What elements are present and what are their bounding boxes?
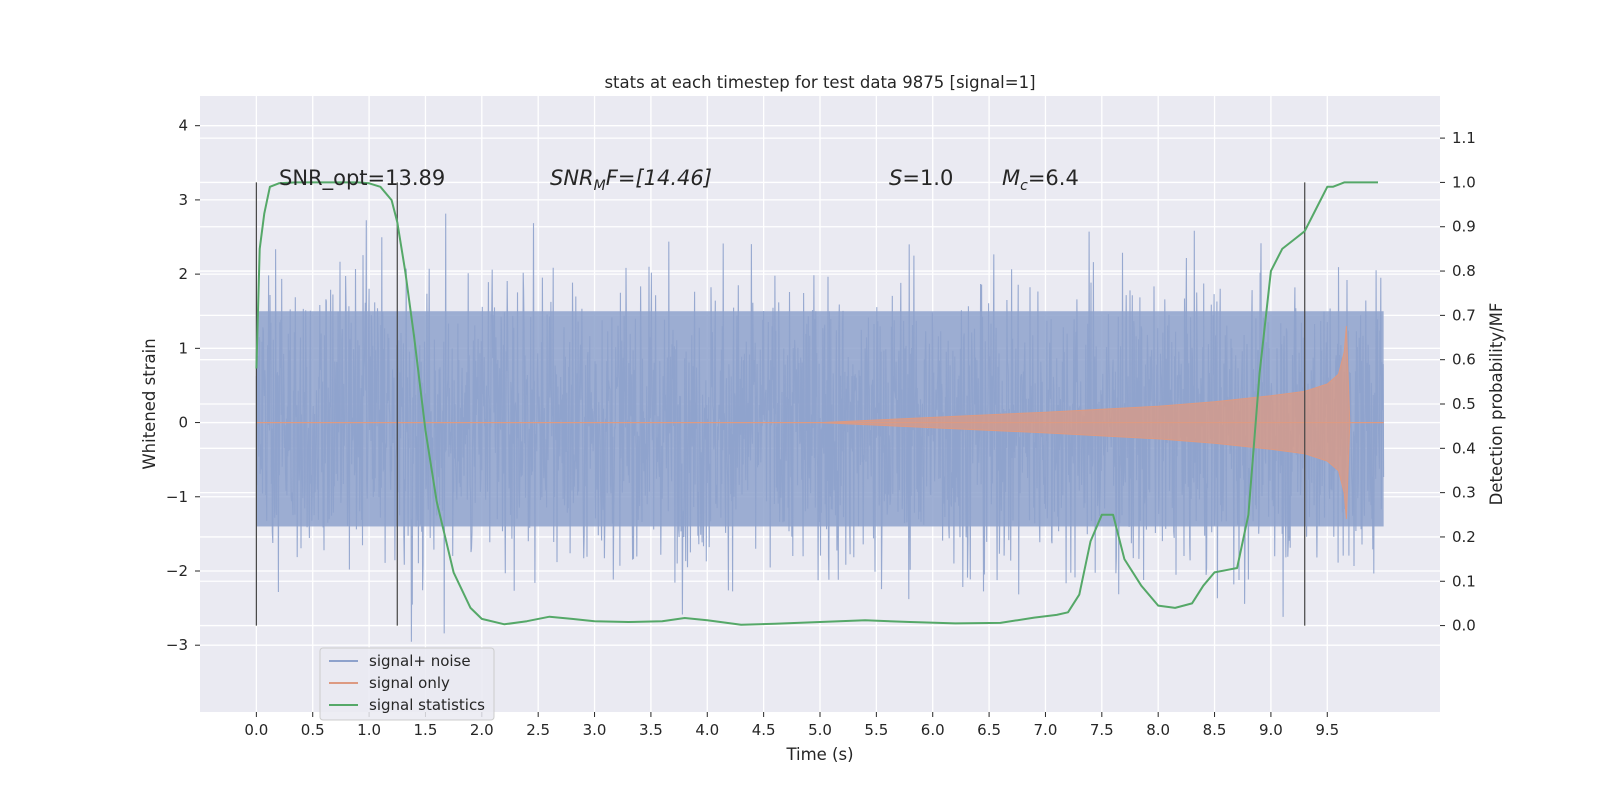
y-tick-label: 0 — [178, 414, 188, 432]
y-tick-label: 1 — [178, 339, 188, 357]
vertical-markers — [255, 182, 1306, 626]
y2-tick-label: 1.1 — [1452, 129, 1476, 147]
x-tick-label: 6.5 — [977, 721, 1001, 739]
annotation-mc: Mc=6.4 — [1002, 166, 1079, 194]
y2-axis-label: Detection probability/MF — [1487, 303, 1506, 506]
x-tick-label: 2.0 — [470, 721, 494, 739]
y2-tick-label: 0.7 — [1452, 306, 1476, 324]
annotation-snr-mf-rest: F=[14.46] — [606, 166, 712, 190]
annotation-s-main: S — [889, 166, 902, 190]
series-signal-statistics — [255, 181, 1378, 626]
y2-tick-label: 0.8 — [1452, 262, 1476, 280]
y2-tick-label: 0.3 — [1452, 484, 1476, 502]
y2-tick-label: 1.0 — [1452, 173, 1476, 191]
y-tick-label: −3 — [166, 636, 188, 654]
x-tick-label: 3.5 — [639, 721, 663, 739]
y-axis-ticks: −3 −2 −1 0 1 2 3 4 — [166, 117, 200, 654]
legend-label-signal-plus-noise: signal+ noise — [369, 652, 471, 670]
x-axis-label: Time (s) — [785, 745, 853, 764]
signal-statistics-line — [255, 181, 1378, 626]
x-tick-label: 0.0 — [244, 721, 268, 739]
x-tick-label: 8.5 — [1203, 721, 1227, 739]
x-tick-label: 7.5 — [1090, 721, 1114, 739]
x-tick-label: 9.5 — [1315, 721, 1339, 739]
y-tick-label: 2 — [178, 265, 188, 283]
legend-box — [319, 647, 495, 721]
x-tick-label: 1.5 — [414, 721, 438, 739]
annotation-s: S=1.0 — [889, 166, 953, 190]
y2-tick-label: 0.5 — [1452, 395, 1476, 413]
y-tick-label: 4 — [178, 117, 188, 135]
legend-label-signal-statistics: signal statistics — [369, 696, 485, 714]
legend: signal+ noise signal only signal statist… — [319, 647, 495, 721]
x-tick-label: 4.5 — [752, 721, 776, 739]
annotation-mc-sub: c — [1020, 178, 1028, 194]
x-axis-ticks: 0.0 0.5 1.0 1.5 2.0 2.5 3.0 3.5 4.0 4.5 5.0 5.5 6.0 6… — [244, 712, 1339, 739]
annotation-snr-opt: SNR_opt=13.89 — [279, 166, 445, 191]
x-tick-label: 1.0 — [357, 721, 381, 739]
annotation-mc-main: M — [1002, 166, 1020, 190]
annotation-mc-rest: =6.4 — [1028, 166, 1079, 190]
x-tick-label: 8.0 — [1146, 721, 1170, 739]
y-tick-label: −1 — [166, 488, 188, 506]
x-tick-label: 9.0 — [1259, 721, 1283, 739]
y2-axis-ticks: 0.0 0.1 0.2 0.3 0.4 0.5 0.6 0.7 0.8 0.9 1.0 1.1 — [1440, 129, 1476, 635]
y2-tick-label: 0.0 — [1452, 617, 1476, 635]
y2-tick-label: 0.1 — [1452, 572, 1476, 590]
y2-tick-label: 0.6 — [1452, 351, 1476, 369]
y2-tick-label: 0.4 — [1452, 439, 1476, 457]
annotation-s-rest: =1.0 — [902, 166, 953, 190]
annotation-snr-mf-main: SNR — [550, 166, 594, 190]
annotation-snr-mf: SNRMF=[14.46] — [550, 166, 712, 194]
chart-title: stats at each timestep for test data 987… — [604, 73, 1035, 92]
x-tick-label: 5.0 — [808, 721, 832, 739]
x-tick-label: 6.0 — [921, 721, 945, 739]
y-tick-label: −2 — [166, 562, 188, 580]
x-tick-label: 3.0 — [583, 721, 607, 739]
annotation-snr-mf-sub: M — [594, 178, 606, 194]
y2-tick-label: 0.9 — [1452, 218, 1476, 236]
y-axis-label: Whitened strain — [140, 338, 159, 469]
x-tick-label: 0.5 — [301, 721, 325, 739]
y2-tick-label: 0.2 — [1452, 528, 1476, 546]
series-signal-only — [256, 326, 1384, 520]
x-tick-label: 4.0 — [695, 721, 719, 739]
x-tick-label: 7.0 — [1034, 721, 1058, 739]
legend-label-signal-only: signal only — [369, 674, 450, 692]
x-tick-label: 2.5 — [526, 721, 550, 739]
y-tick-label: 3 — [178, 191, 188, 209]
x-tick-label: 5.5 — [864, 721, 888, 739]
